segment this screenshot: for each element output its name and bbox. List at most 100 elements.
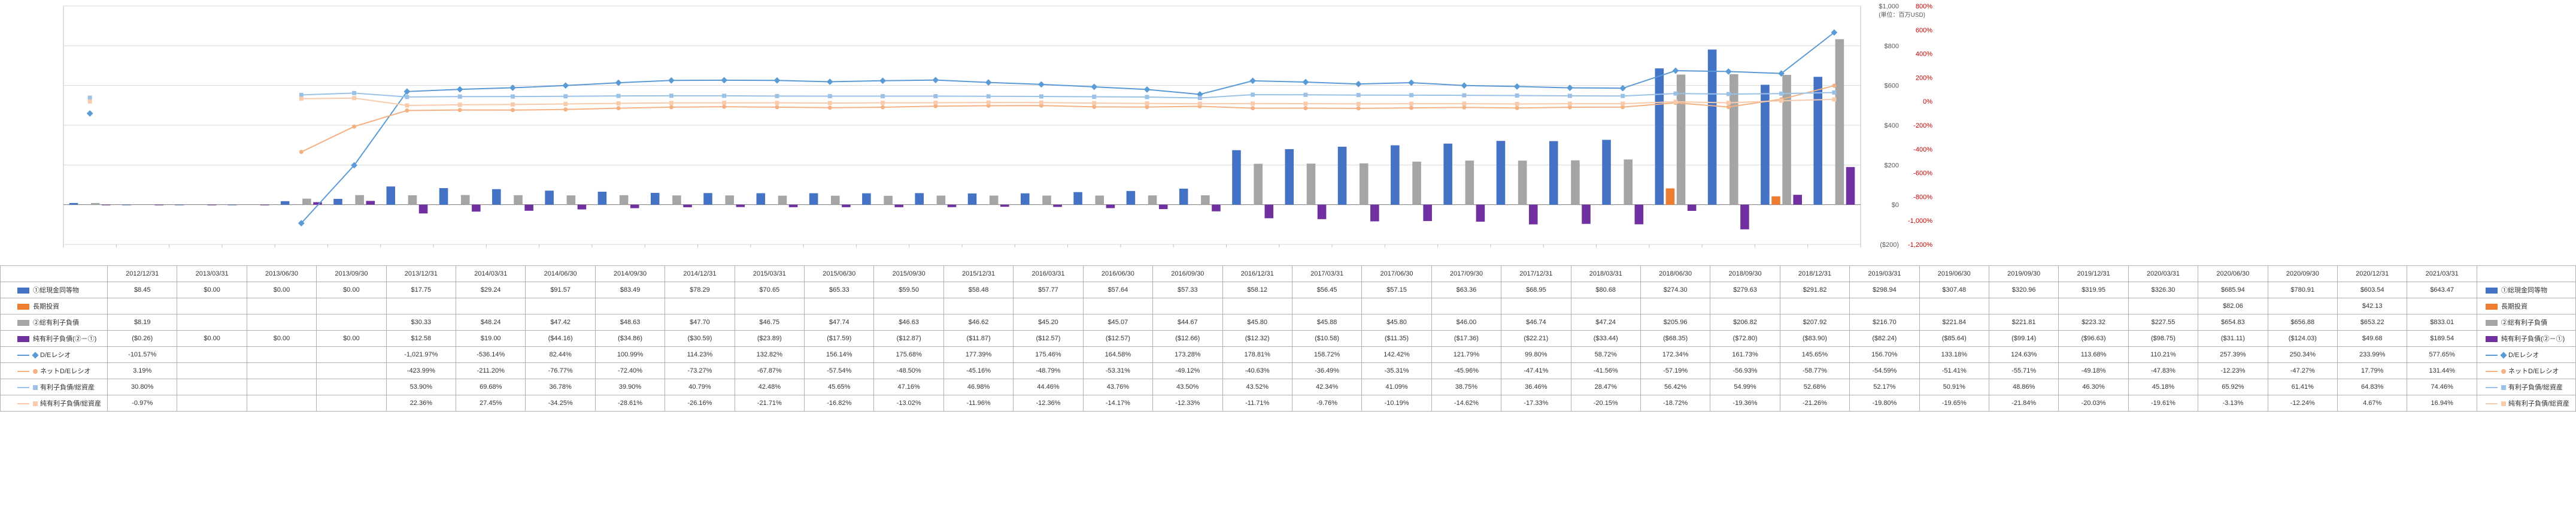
cell-debt: $30.33 [386,315,456,331]
marker-dta [352,91,356,95]
marker-dta [1515,93,1519,98]
cell-dta: 28.47% [1571,379,1640,395]
bar-cash [1443,144,1452,205]
bar-debt [1624,159,1633,204]
cell-net: ($83.90) [1780,331,1849,347]
marker-dta [881,94,885,98]
col-date: 2015/12/31 [943,266,1013,282]
cell-debt: $227.55 [2128,315,2198,331]
cell-ltinv [456,298,526,315]
cell-cash: $320.96 [1989,282,2058,298]
cell-debt: $221.84 [1919,315,1989,331]
cell-debt: $833.01 [2407,315,2477,331]
cell-ltinv [805,298,874,315]
cell-ltinv [1501,298,1571,315]
legend-ltinv: 長期投資 [2477,298,2576,315]
cell-netde: -49.12% [1153,363,1222,379]
marker-ndta [722,101,726,105]
bar-cash [386,186,395,204]
bar-cash [862,193,871,205]
cell-netde: -58.77% [1780,363,1849,379]
bar-debt [1201,195,1210,205]
cell-ndta: 27.45% [456,395,526,412]
marker-netde [1251,106,1255,110]
bar-net [1529,205,1538,225]
bar-cash [1179,189,1188,205]
cell-debt: $205.96 [1640,315,1710,331]
cell-dta: 43.50% [1153,379,1222,395]
bar-net [894,205,903,207]
right-axis-tick: 0% [1923,98,1932,105]
cell-ltinv [526,298,595,315]
cell-de: 132.82% [735,347,804,363]
marker-ndta [1145,101,1149,105]
cell-net: ($44.16) [526,331,595,347]
cell-dta: 38.75% [1431,379,1501,395]
cell-dta: 36.78% [526,379,595,395]
marker-netde [511,108,515,112]
cell-net: ($0.26) [108,331,177,347]
cell-debt: $45.07 [1083,315,1152,331]
marker-ndta [775,101,779,105]
cell-debt: $206.82 [1710,315,1780,331]
cell-de: 161.73% [1710,347,1780,363]
cell-ndta: -19.36% [1710,395,1780,412]
cell-cash: $0.00 [177,282,247,298]
cell-debt: $46.62 [943,315,1013,331]
marker-dta [1251,92,1255,96]
left-axis-tick: $0 [1892,202,1899,209]
cell-net: $0.00 [247,331,316,347]
right-axis-tick: -200% [1913,122,1932,129]
bar-net [948,205,957,207]
col-date: 2019/09/30 [1989,266,2058,282]
cell-dta [177,379,247,395]
cell-cash: $319.95 [2059,282,2128,298]
cell-cash: $57.77 [1014,282,1083,298]
cell-cash: $279.63 [1710,282,1780,298]
cell-ndta: -14.17% [1083,395,1152,412]
cell-debt: $46.63 [874,315,943,331]
cell-debt: $47.24 [1571,315,1640,331]
cell-ltinv [1222,298,1292,315]
cell-ndta: 16.94% [2407,395,2477,412]
col-date: 2015/06/30 [805,266,874,282]
cell-net: ($12.57) [1014,331,1083,347]
marker-ndta [1832,97,1836,101]
cell-debt: $48.63 [595,315,665,331]
bar-debt [725,195,734,204]
cell-ndta [177,395,247,412]
cell-ndta: -26.16% [665,395,735,412]
cell-netde [177,363,247,379]
cell-netde: -55.71% [1989,363,2058,379]
cell-ltinv [317,298,386,315]
cell-dta: 50.91% [1919,379,1989,395]
cell-cash: $56.45 [1292,282,1361,298]
cell-ltinv [108,298,177,315]
cell-debt: $45.80 [1222,315,1292,331]
cell-de: 114.23% [665,347,735,363]
cell-net: $189.54 [2407,331,2477,347]
row-header-debt: ②総有利子負債 [1,315,108,331]
cell-net: ($17.59) [805,331,874,347]
marker-dta [1198,96,1202,100]
marker-ndta [617,101,621,105]
bar-net [1318,205,1327,219]
cell-net: ($12.57) [1083,331,1152,347]
cell-ltinv [1919,298,1989,315]
col-date: 2013/06/30 [247,266,316,282]
cell-de [177,347,247,363]
bar-debt [1571,161,1580,205]
col-date: 2018/06/30 [1640,266,1710,282]
bar-debt [1466,161,1474,205]
cell-net: ($12.66) [1153,331,1222,347]
row-header-ndta: 純有利子負債/総資産 [1,395,108,412]
bar-debt [514,195,523,205]
bar-debt [1518,161,1527,205]
row-header-blank [1,266,108,282]
marker-dta [299,93,304,97]
bar-cash [1708,50,1717,205]
cell-cash: $780.91 [2268,282,2337,298]
cell-dta: 69.68% [456,379,526,395]
cell-dta: 44.46% [1014,379,1083,395]
bar-cash [1813,77,1822,204]
